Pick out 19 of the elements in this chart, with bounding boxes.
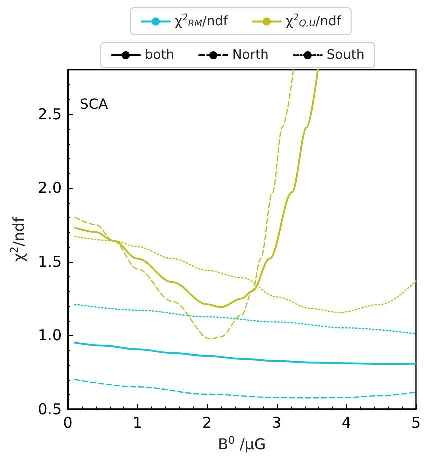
y-tick-label: 2.5 (38, 105, 62, 124)
legend-label: South (326, 48, 365, 63)
y-tick-label: 2.0 (38, 179, 62, 197)
x-tick-label: 3 (272, 414, 282, 432)
line-series (74, 342, 418, 366)
x-tick-label: 4 (342, 414, 352, 432)
line-series (74, 304, 417, 335)
annotation: SCA (80, 97, 109, 113)
y-tick-label: 1.0 (38, 326, 62, 344)
legend-label: both (145, 48, 175, 63)
y-tick-label: 1.5 (38, 252, 62, 271)
x-tick-label: 5 (411, 414, 421, 432)
y-tick-label: 0.5 (38, 400, 62, 418)
y-axis-title: χ2/ndf (9, 216, 28, 262)
x-tick-label: 1 (132, 414, 142, 432)
x-tick-label: 0 (63, 414, 73, 432)
x-tick-label: 2 (202, 414, 212, 432)
line-series (74, 379, 417, 399)
legend-label: North (232, 48, 269, 63)
